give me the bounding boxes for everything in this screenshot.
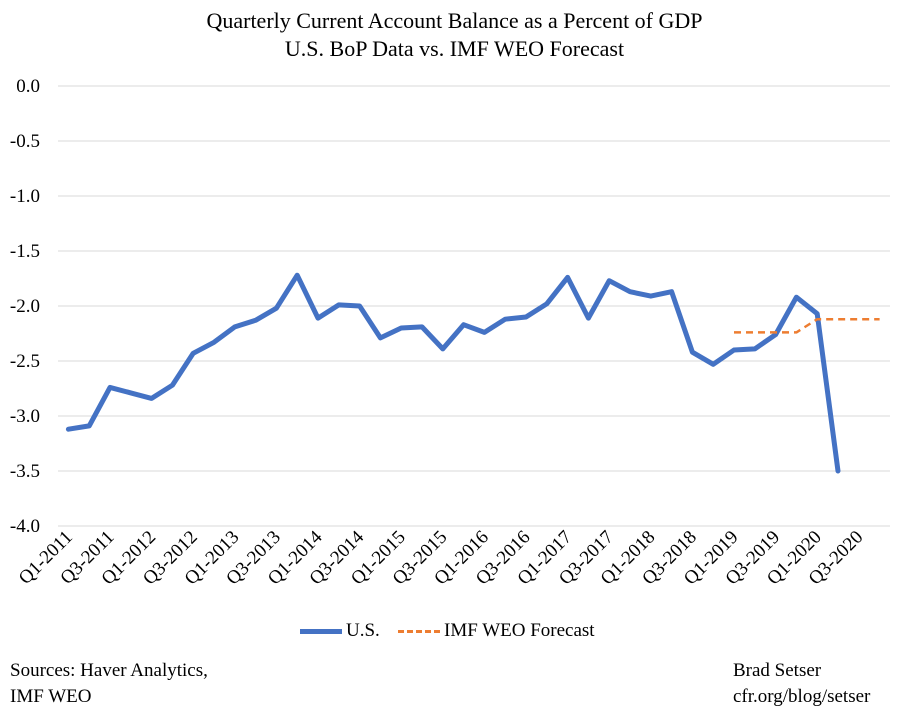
y-tick-label: -4.0 <box>10 516 40 537</box>
legend-label-us: U.S. <box>346 620 380 641</box>
series-line-us <box>65 272 841 474</box>
sources-note: Sources: Haver Analytics, IMF WEO <box>10 658 208 710</box>
legend-label-imf: IMF WEO Forecast <box>444 620 595 641</box>
y-tick-label: -3.0 <box>10 406 40 427</box>
legend: U.S. IMF WEO Forecast <box>0 620 909 648</box>
x-axis: Q1-2011Q3-2011Q1-2012Q3-2012Q1-2013Q3-20… <box>15 526 868 589</box>
legend-item-imf: IMF WEO Forecast <box>398 620 595 642</box>
y-axis: 0.0 -0.5 -1.0 -1.5 -2.0 -2.5 -3.0 -3.5 -4.0 <box>10 76 40 537</box>
sources-line-2: IMF WEO <box>10 686 92 707</box>
y-tick-label: -0.5 <box>10 131 40 152</box>
credit-line-2: cfr.org/blog/setser <box>733 686 871 707</box>
y-tick-label: -1.5 <box>10 241 40 262</box>
series-line-imf-forecast <box>734 317 880 334</box>
credit-line-1: Brad Setser <box>733 660 822 681</box>
y-tick-label: 0.0 <box>16 76 40 97</box>
gridlines <box>58 85 890 527</box>
line-chart: 0.0 -0.5 -1.0 -1.5 -2.0 -2.5 -3.0 -3.5 -4.0 Q1-2… <box>10 76 890 589</box>
chart-subtitle: U.S. BoP Data vs. IMF WEO Forecast <box>284 36 625 61</box>
legend-swatch-us <box>300 628 342 634</box>
chart-title: Quarterly Current Account Balance as a P… <box>206 8 703 33</box>
y-tick-label: -2.0 <box>10 296 40 317</box>
legend-swatch-imf <box>398 629 440 633</box>
y-tick-label: -3.5 <box>10 461 40 482</box>
legend-item-us: U.S. <box>300 620 380 642</box>
sources-line-1: Sources: Haver Analytics, <box>10 660 208 681</box>
series-lines <box>65 272 880 474</box>
y-tick-label: -1.0 <box>10 186 40 207</box>
author-credit: Brad Setser cfr.org/blog/setser <box>733 658 870 710</box>
y-tick-label: -2.5 <box>10 351 40 372</box>
